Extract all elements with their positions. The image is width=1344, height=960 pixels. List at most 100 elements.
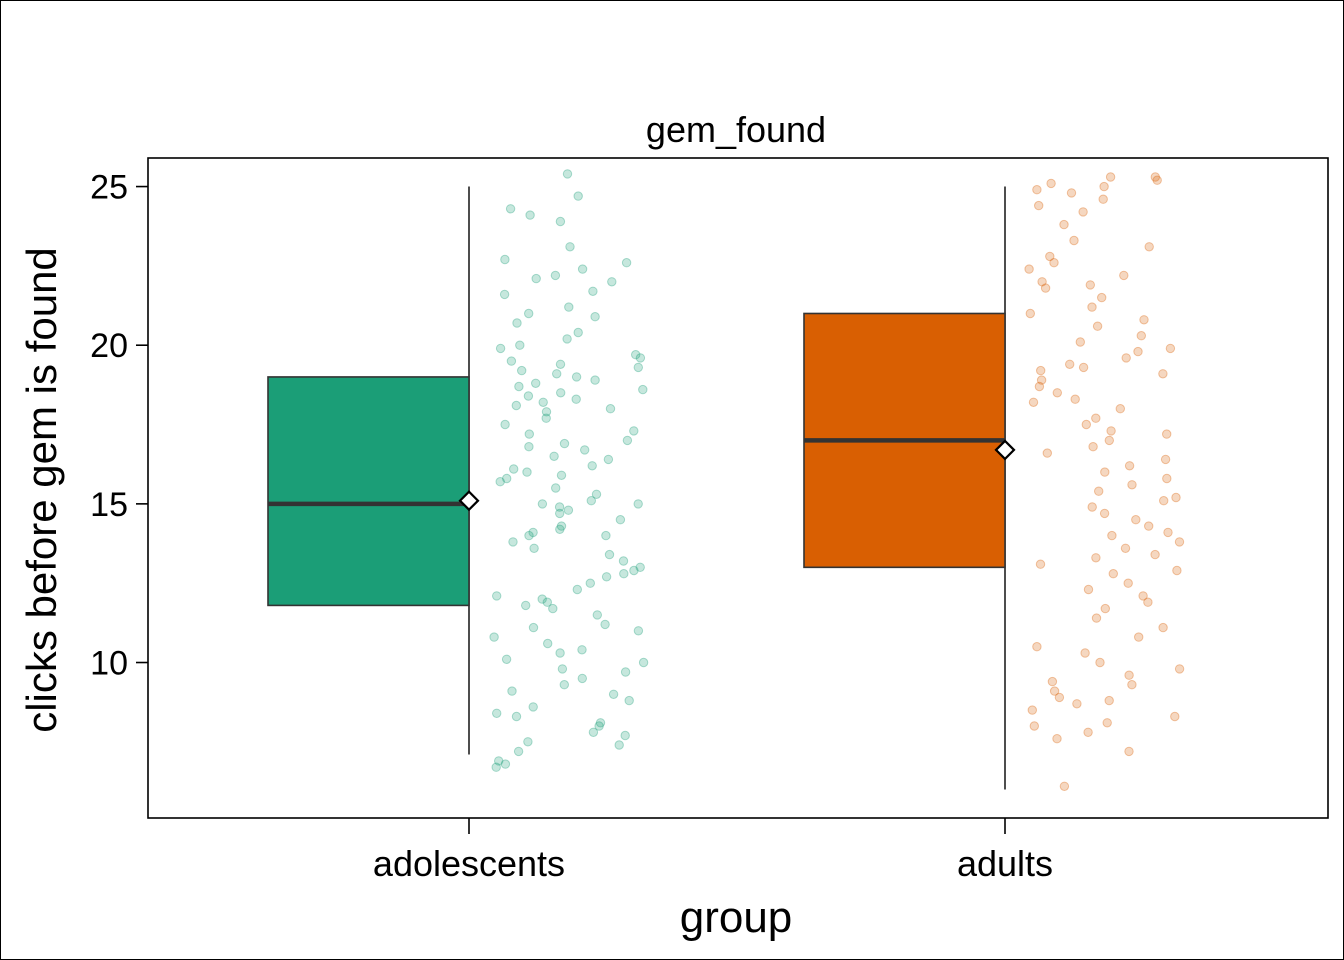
data-point-adolescents [524, 429, 534, 439]
data-point-adults [1046, 178, 1056, 189]
data-point-adolescents [515, 340, 525, 350]
data-point-adolescents [638, 657, 649, 668]
data-point-adolescents [571, 372, 582, 382]
data-point-adults [1108, 569, 1119, 579]
data-point-adults [1099, 508, 1110, 519]
data-point-adolescents [633, 499, 643, 509]
data-point-adolescents [621, 258, 632, 268]
data-point-adults [1174, 664, 1185, 674]
data-point-adults [1123, 578, 1133, 588]
data-point-adults [1134, 632, 1144, 642]
data-point-adults [1139, 315, 1149, 325]
data-point-adults [1136, 331, 1147, 341]
data-point-adolescents [500, 419, 510, 430]
data-point-adults [1045, 251, 1055, 262]
data-point-adolescents [608, 689, 619, 699]
data-point-adults [1034, 200, 1044, 211]
data-point-adolescents [557, 664, 568, 674]
data-point-adults [1100, 603, 1111, 614]
data-point-adolescents [522, 467, 532, 477]
data-point-adults [1104, 435, 1115, 446]
data-point-adults [1095, 657, 1105, 668]
data-point-adolescents [513, 746, 524, 757]
data-point-adults [1036, 375, 1047, 385]
data-point-adolescents [595, 718, 606, 728]
data-point-adolescents [512, 318, 522, 328]
data-point-adolescents [604, 549, 615, 560]
data-point-adolescents [635, 353, 646, 363]
data-point-adolescents [629, 565, 639, 576]
data-point-adolescents [633, 626, 644, 636]
data-point-adults [1024, 264, 1034, 274]
data-point-adults [1121, 353, 1131, 363]
data-point-adults [1143, 597, 1153, 607]
data-point-adolescents [508, 537, 518, 547]
data-point-adults [1120, 543, 1131, 553]
data-point-adolescents [620, 730, 630, 741]
data-point-adolescents [537, 499, 548, 509]
data-point-adolescents [618, 556, 629, 566]
data-point-adolescents [538, 397, 548, 407]
data-point-adolescents [573, 191, 583, 201]
data-point-adults [1127, 680, 1137, 690]
data-point-adults [1052, 388, 1063, 398]
data-point-adults [1040, 283, 1051, 293]
data-point-adults [1081, 419, 1092, 430]
data-point-adults [1172, 565, 1182, 576]
data-point-adolescents [549, 451, 559, 461]
data-point-adults [1072, 699, 1082, 709]
data-point-adults [1032, 642, 1042, 652]
data-point-adolescents [572, 584, 582, 595]
data-point-adults [1104, 695, 1114, 706]
chart-title: gem_found [646, 109, 826, 150]
data-point-adults [1133, 346, 1143, 357]
data-point-adults [1160, 454, 1171, 465]
data-point-adults [1049, 258, 1059, 268]
data-point-adolescents [543, 638, 553, 649]
data-point-adolescents [506, 356, 517, 366]
data-point-adults [1131, 515, 1141, 525]
data-point-adolescents [620, 667, 631, 677]
data-point-adolescents [531, 273, 541, 284]
data-point-adolescents [601, 572, 612, 582]
data-point-adolescents [601, 530, 611, 541]
data-point-adolescents [502, 473, 512, 484]
data-point-adolescents [588, 727, 599, 737]
data-point-adults [1158, 369, 1168, 379]
data-point-adults [1078, 362, 1089, 373]
data-point-adults [1091, 613, 1102, 623]
plot-panel-border [147, 157, 1329, 819]
data-point-adults [1124, 670, 1134, 680]
data-point-adults [1028, 397, 1039, 407]
y-tick-label: 20 [90, 327, 128, 365]
data-point-adolescents [614, 740, 624, 750]
data-point-adults [1069, 235, 1079, 246]
data-point-adults [1091, 413, 1101, 423]
data-point-adolescents [500, 254, 510, 265]
data-point-adolescents [590, 375, 600, 385]
data-point-adolescents [525, 210, 535, 220]
data-point-adolescents [495, 477, 505, 487]
data-point-adolescents [523, 391, 534, 401]
data-point-adolescents [629, 426, 639, 436]
data-point-adolescents [607, 277, 617, 287]
y-tick-label: 25 [90, 169, 128, 207]
data-point-adults [1027, 705, 1038, 715]
data-point-adolescents [577, 264, 588, 274]
data-point-adolescents [635, 562, 645, 572]
data-point-adolescents [564, 302, 574, 312]
data-point-adults [1083, 727, 1093, 737]
data-point-adolescents [631, 350, 641, 360]
data-point-adolescents [531, 378, 541, 388]
data-point-adults [1035, 559, 1046, 569]
data-point-adults [1034, 381, 1045, 392]
data-point-adults [1066, 188, 1077, 198]
data-point-adolescents [524, 442, 534, 452]
jitter-points [489, 169, 1185, 791]
data-point-adolescents [501, 654, 512, 664]
data-point-adults [1025, 308, 1036, 319]
data-point-adolescents [555, 648, 565, 658]
data-point-adolescents [638, 384, 648, 395]
